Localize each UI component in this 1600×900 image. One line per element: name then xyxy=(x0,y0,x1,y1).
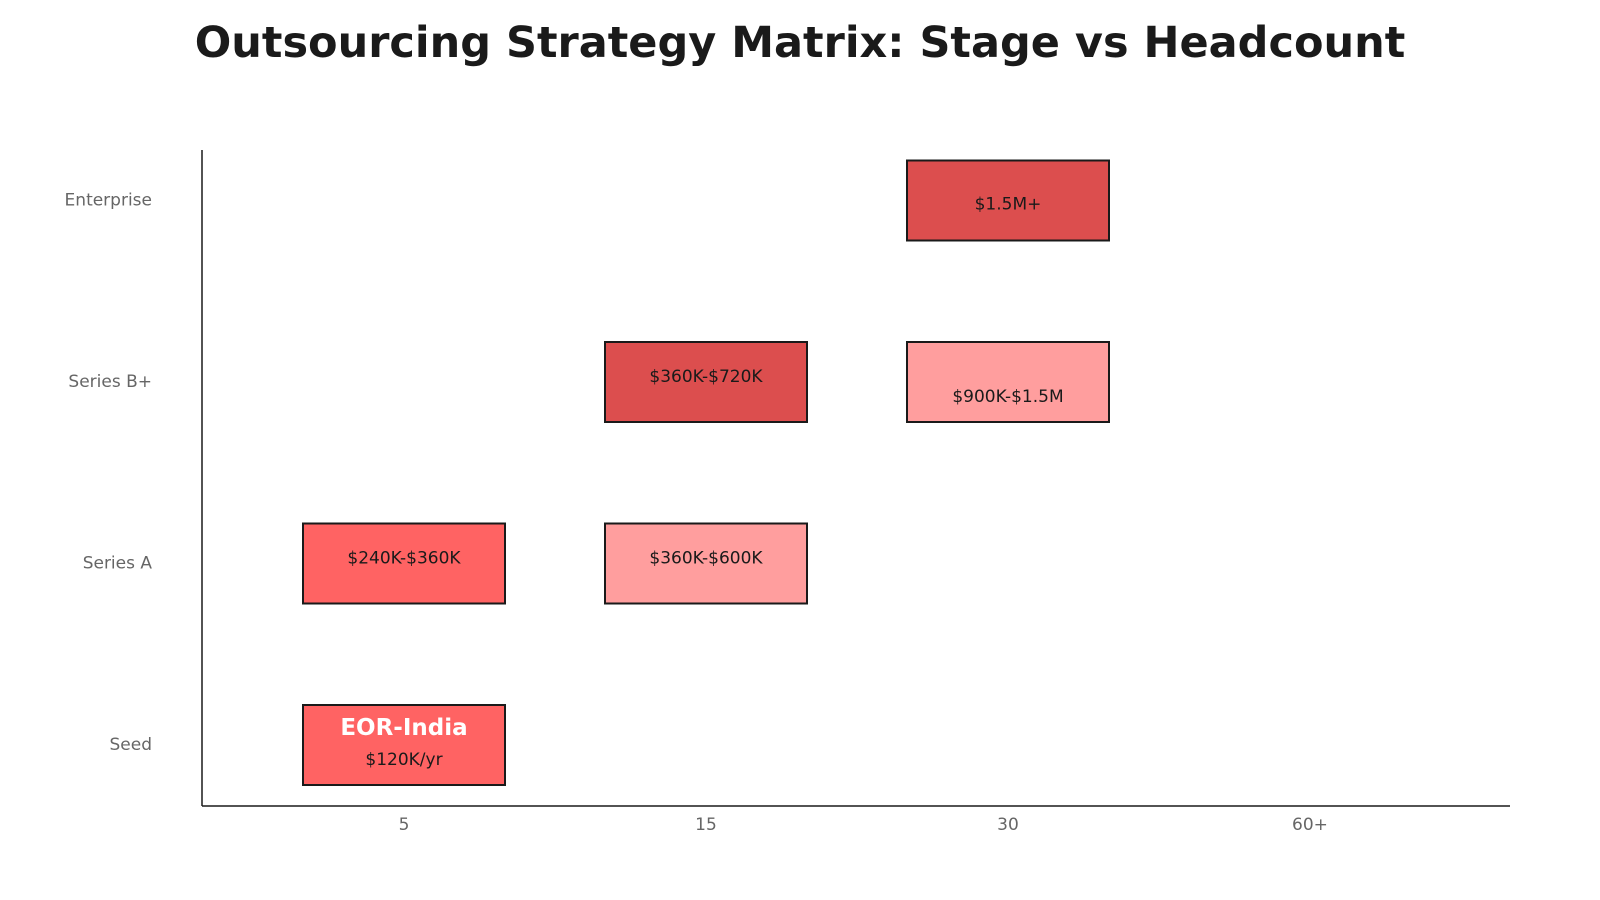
y-tick-label: Enterprise xyxy=(65,191,152,211)
matrix-cell xyxy=(906,159,1110,242)
cell-title: EOR-India xyxy=(340,715,467,741)
cell-value-label: $120K/yr xyxy=(365,750,442,770)
x-tick-label: 60+ xyxy=(1292,815,1328,835)
cell-value-label: $240K-$360K xyxy=(347,549,461,569)
cell-value-label: $360K-$600K xyxy=(649,549,763,569)
cell-value-label: $900K-$1.5M xyxy=(952,387,1063,407)
cell-value-label: $360K-$720K xyxy=(649,367,763,387)
cell-value-label: $1.5M+ xyxy=(975,195,1042,215)
matrix-cell xyxy=(906,341,1110,423)
chart-title: Outsourcing Strategy Matrix: Stage vs He… xyxy=(194,18,1406,68)
y-tick-label: Series A xyxy=(83,554,153,574)
matrix-cell xyxy=(302,522,506,605)
matrix-cell xyxy=(604,522,808,605)
x-tick-label: 15 xyxy=(695,815,717,835)
y-tick-label: Seed xyxy=(110,735,153,755)
matrix-cell xyxy=(604,341,808,423)
x-tick-label: 30 xyxy=(997,815,1019,835)
y-tick-label: Series B+ xyxy=(68,372,152,392)
x-tick-label: 5 xyxy=(399,815,410,835)
matrix-cell xyxy=(302,704,506,786)
